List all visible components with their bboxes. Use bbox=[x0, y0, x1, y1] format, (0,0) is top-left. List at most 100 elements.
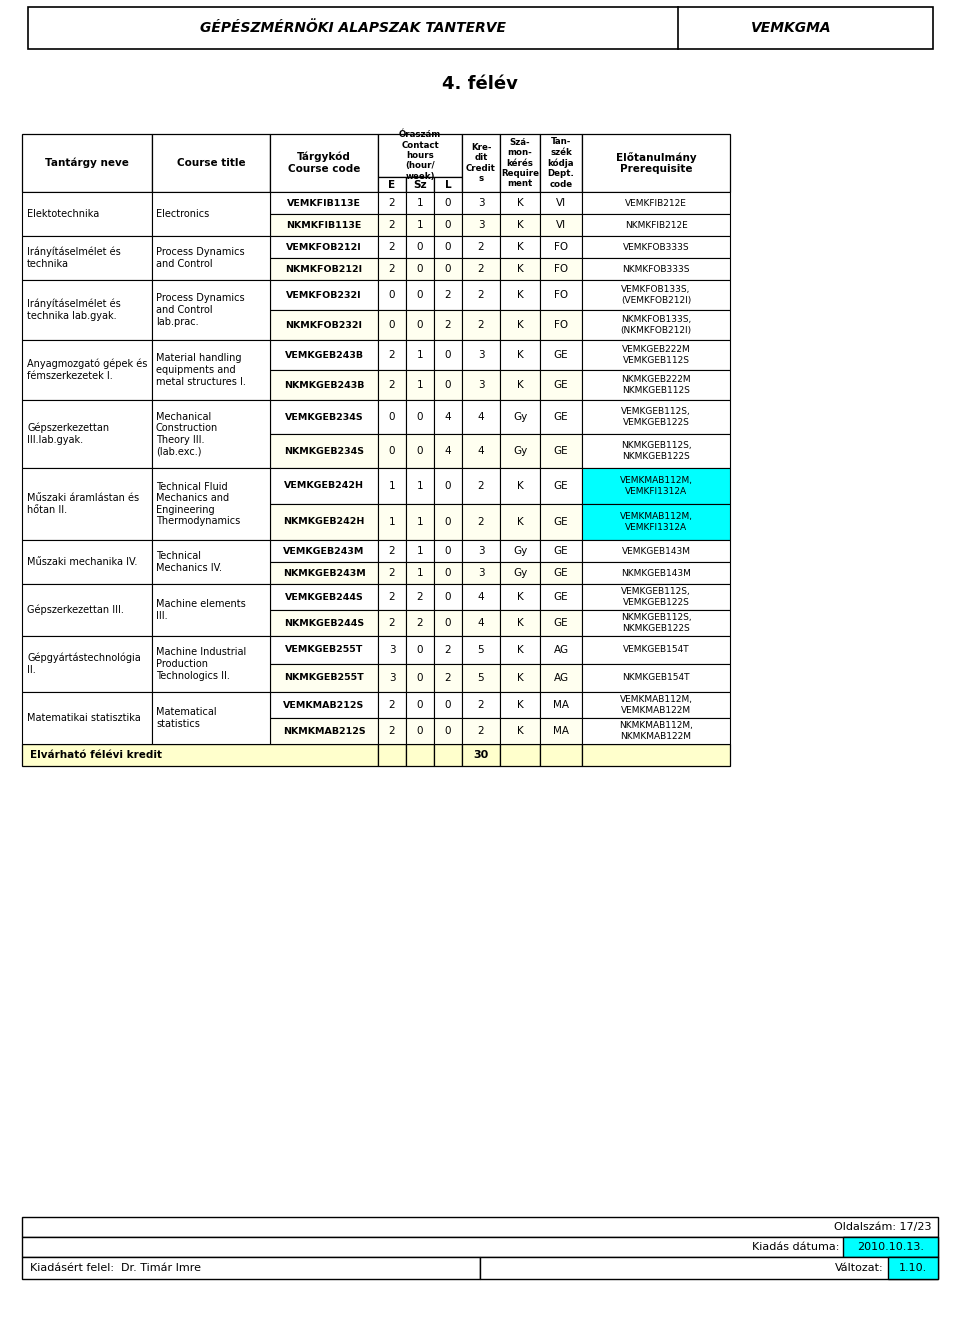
Text: VEMKGEB243B: VEMKGEB243B bbox=[284, 350, 364, 360]
Bar bbox=[434, 583, 462, 610]
Text: 2: 2 bbox=[478, 726, 484, 737]
Bar bbox=[270, 236, 378, 258]
Bar bbox=[406, 693, 434, 718]
Text: 4. félév: 4. félév bbox=[442, 75, 518, 93]
Bar bbox=[582, 258, 730, 280]
Text: 2: 2 bbox=[417, 618, 423, 627]
Bar bbox=[406, 236, 434, 258]
Text: Matematical
statistics: Matematical statistics bbox=[156, 707, 217, 729]
Bar bbox=[152, 635, 270, 693]
Text: 1: 1 bbox=[417, 481, 423, 492]
Text: GE: GE bbox=[554, 412, 568, 422]
Bar bbox=[582, 214, 730, 236]
Text: K: K bbox=[516, 320, 523, 330]
Bar bbox=[378, 340, 406, 370]
Text: Technical
Mechanics IV.: Technical Mechanics IV. bbox=[156, 551, 222, 573]
Text: 2: 2 bbox=[389, 591, 396, 602]
Bar bbox=[270, 214, 378, 236]
Bar bbox=[270, 610, 378, 635]
Bar bbox=[540, 663, 582, 693]
Bar bbox=[582, 370, 730, 400]
Bar bbox=[500, 192, 540, 214]
Text: Irányításelmélet és
technika lab.gyak.: Irányításelmélet és technika lab.gyak. bbox=[27, 298, 121, 321]
Bar bbox=[500, 718, 540, 745]
Text: Anyagmozgató gépek és
fémszerkezetek I.: Anyagmozgató gépek és fémszerkezetek I. bbox=[27, 358, 148, 381]
Bar bbox=[152, 192, 270, 236]
Text: NKMKGEB242H: NKMKGEB242H bbox=[283, 518, 365, 526]
Bar bbox=[500, 693, 540, 718]
Bar bbox=[540, 539, 582, 562]
Bar bbox=[540, 718, 582, 745]
Bar bbox=[462, 192, 500, 214]
Bar bbox=[270, 503, 378, 539]
Bar bbox=[462, 663, 500, 693]
Text: VEMKMAB212S: VEMKMAB212S bbox=[283, 701, 365, 710]
Bar bbox=[22, 280, 152, 340]
Text: 2: 2 bbox=[478, 481, 484, 492]
Bar bbox=[500, 340, 540, 370]
Bar bbox=[378, 177, 406, 192]
Bar bbox=[462, 434, 500, 468]
Text: K: K bbox=[516, 726, 523, 737]
Bar bbox=[406, 177, 434, 192]
Bar bbox=[500, 562, 540, 583]
Text: 2: 2 bbox=[389, 726, 396, 737]
Bar bbox=[582, 718, 730, 745]
Text: NKMKGEB222M
NKMKGEB112S: NKMKGEB222M NKMKGEB112S bbox=[621, 376, 691, 394]
Bar bbox=[270, 400, 378, 434]
Bar bbox=[434, 177, 462, 192]
Text: K: K bbox=[516, 242, 523, 252]
Text: GE: GE bbox=[554, 618, 568, 627]
Text: VEMKMAB112M,
VEMKFI1312A: VEMKMAB112M, VEMKFI1312A bbox=[619, 477, 692, 496]
Text: K: K bbox=[516, 517, 523, 527]
Text: 1: 1 bbox=[417, 517, 423, 527]
Text: K: K bbox=[516, 673, 523, 683]
Text: 4: 4 bbox=[444, 446, 451, 456]
Text: VEMKGEB112S,
VEMKGEB122S: VEMKGEB112S, VEMKGEB122S bbox=[621, 408, 691, 426]
Bar bbox=[582, 745, 730, 766]
Text: 4: 4 bbox=[478, 446, 484, 456]
Text: 1: 1 bbox=[417, 350, 423, 360]
Text: NKMKMAB212S: NKMKMAB212S bbox=[282, 726, 366, 735]
Text: 2: 2 bbox=[478, 242, 484, 252]
Bar bbox=[22, 236, 152, 280]
Bar bbox=[378, 663, 406, 693]
Text: NKMKGEB244S: NKMKGEB244S bbox=[284, 618, 364, 627]
Bar bbox=[582, 468, 730, 503]
Bar bbox=[378, 370, 406, 400]
Text: K: K bbox=[516, 198, 523, 208]
Bar bbox=[540, 370, 582, 400]
Text: 1: 1 bbox=[417, 546, 423, 555]
Text: VEMKGEB255T: VEMKGEB255T bbox=[285, 646, 363, 654]
Text: 2: 2 bbox=[389, 701, 396, 710]
Bar bbox=[500, 503, 540, 539]
Text: 3: 3 bbox=[389, 645, 396, 655]
Bar bbox=[500, 214, 540, 236]
Text: Gy: Gy bbox=[513, 546, 527, 555]
Text: VI: VI bbox=[556, 220, 566, 230]
Text: Matematikai statisztika: Matematikai statisztika bbox=[27, 713, 141, 723]
Bar bbox=[378, 135, 462, 177]
Bar bbox=[270, 434, 378, 468]
Bar bbox=[22, 340, 152, 400]
Text: NKMKGEB112S,
NKMKGEB122S: NKMKGEB112S, NKMKGEB122S bbox=[621, 441, 691, 461]
Bar bbox=[434, 370, 462, 400]
Bar bbox=[22, 400, 152, 468]
Text: Tantárgy neve: Tantárgy neve bbox=[45, 157, 129, 168]
Text: NKMKGEB243B: NKMKGEB243B bbox=[284, 381, 364, 389]
Bar bbox=[500, 583, 540, 610]
Bar bbox=[22, 693, 152, 745]
Text: Változat:: Változat: bbox=[835, 1263, 884, 1273]
Text: 0: 0 bbox=[389, 412, 396, 422]
Text: 2: 2 bbox=[444, 645, 451, 655]
Text: 0: 0 bbox=[444, 242, 451, 252]
Bar bbox=[406, 214, 434, 236]
Bar bbox=[270, 583, 378, 610]
Text: Mechanical
Construction
Theory III.
(lab.exc.): Mechanical Construction Theory III. (lab… bbox=[156, 412, 218, 457]
Text: 0: 0 bbox=[417, 290, 423, 300]
Bar bbox=[582, 635, 730, 663]
Bar bbox=[582, 135, 730, 192]
Bar bbox=[22, 539, 152, 583]
Text: 5: 5 bbox=[478, 673, 484, 683]
Bar bbox=[22, 635, 152, 693]
